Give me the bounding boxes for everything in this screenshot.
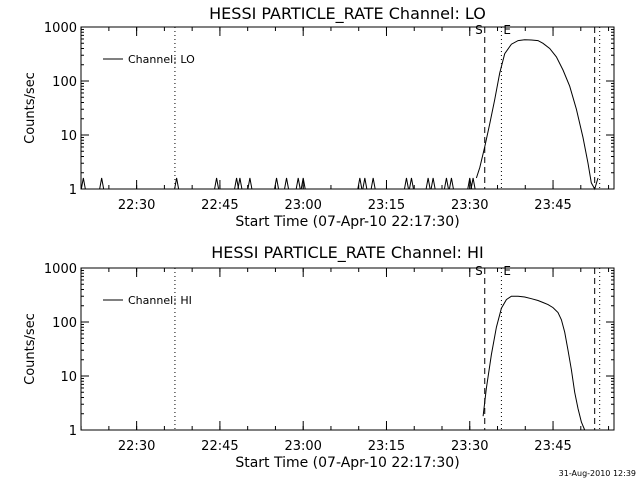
y-tick-label: 1000 <box>44 262 77 277</box>
data-spike <box>295 177 301 190</box>
data-spike <box>448 177 454 190</box>
x-tick-label: 23:30 <box>451 439 488 454</box>
y-tick-label: 10 <box>60 129 77 144</box>
x-axis-label: Start Time (07-Apr-10 22:17:30) <box>235 455 459 471</box>
x-tick-label: 23:30 <box>451 198 488 213</box>
data-spike <box>403 177 409 190</box>
data-spike <box>80 177 86 190</box>
marker-label-e: E <box>503 264 511 278</box>
plot-frame <box>80 26 615 190</box>
y-tick-label: 1000 <box>44 21 77 36</box>
marker-label-s: S <box>475 264 483 278</box>
data-spike <box>214 177 220 190</box>
data-spike <box>99 177 105 190</box>
x-tick-label: 22:30 <box>118 198 155 213</box>
data-spike <box>300 177 306 190</box>
data-spike <box>274 177 280 190</box>
marker-label-e: E <box>503 23 511 37</box>
x-tick-label: 22:30 <box>118 439 155 454</box>
y-tick-label: 100 <box>52 316 77 331</box>
chart-panel-hi: HESSI PARTICLE_RATE Channel: HI 1 10 100 100… <box>23 243 615 471</box>
data-spike <box>470 177 476 190</box>
marker-label-s: S <box>475 23 483 37</box>
data-spike <box>357 177 363 190</box>
x-tick-label: 22:45 <box>201 198 238 213</box>
data-series-line <box>475 39 599 191</box>
data-spike <box>234 177 240 190</box>
data-spike <box>284 177 290 190</box>
data-spike <box>467 177 473 190</box>
x-tick-label: 23:15 <box>368 198 405 213</box>
x-axis-label: Start Time (07-Apr-10 22:17:30) <box>235 214 459 230</box>
chart-title: HESSI PARTICLE_RATE Channel: LO <box>209 4 486 24</box>
x-tick-label: 23:15 <box>368 439 405 454</box>
data-series-line <box>482 295 586 431</box>
y-tick-label: 10 <box>60 370 77 385</box>
data-spike <box>443 177 449 190</box>
data-spike <box>370 177 376 190</box>
timestamp: 31-Aug-2010 12:39 <box>559 469 636 478</box>
y-tick-label: 1 <box>69 183 77 198</box>
data-spike <box>237 177 243 190</box>
y-tick-label: 1 <box>69 424 77 439</box>
x-tick-label: 23:45 <box>534 198 571 213</box>
legend-label: Channel: HI <box>128 294 192 307</box>
chart-panel-lo: HESSI PARTICLE_RATE Channel: LO 1 10 100 100… <box>23 4 615 230</box>
legend-label: Channel: LO <box>128 53 195 66</box>
data-spike <box>174 177 180 190</box>
data-spike <box>247 177 253 190</box>
y-tick-label: 100 <box>52 75 77 90</box>
x-tick-label: 23:00 <box>284 198 321 213</box>
y-axis-label: Counts/sec <box>23 72 38 144</box>
x-tick-label: 22:45 <box>201 439 238 454</box>
data-spike <box>430 177 436 190</box>
chart-title: HESSI PARTICLE_RATE Channel: HI <box>211 243 484 263</box>
plot-frame <box>80 267 615 431</box>
data-spike <box>408 177 414 190</box>
y-axis-label: Counts/sec <box>23 313 38 385</box>
data-spike <box>425 177 431 190</box>
x-tick-label: 23:45 <box>534 439 571 454</box>
data-spike <box>362 177 368 190</box>
x-tick-label: 23:00 <box>284 439 321 454</box>
